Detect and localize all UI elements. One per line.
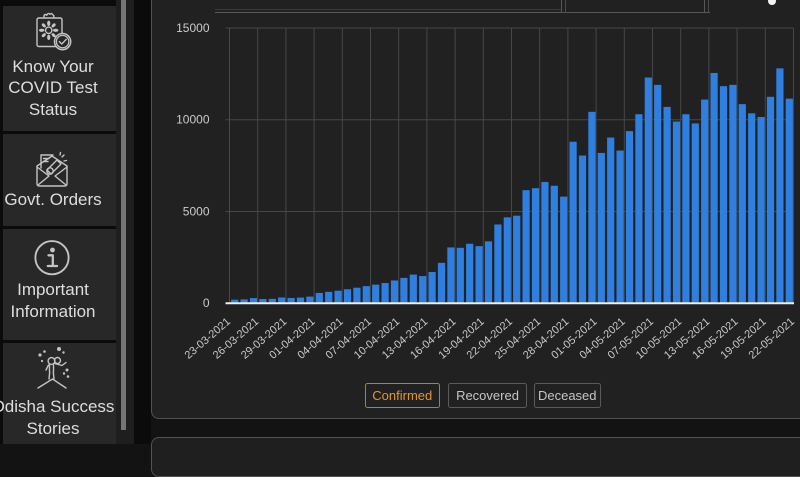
svg-text:0: 0 [203,296,210,310]
svg-text:5000: 5000 [183,205,210,219]
svg-text:15000: 15000 [176,21,210,35]
svg-text:10000: 10000 [176,113,210,127]
